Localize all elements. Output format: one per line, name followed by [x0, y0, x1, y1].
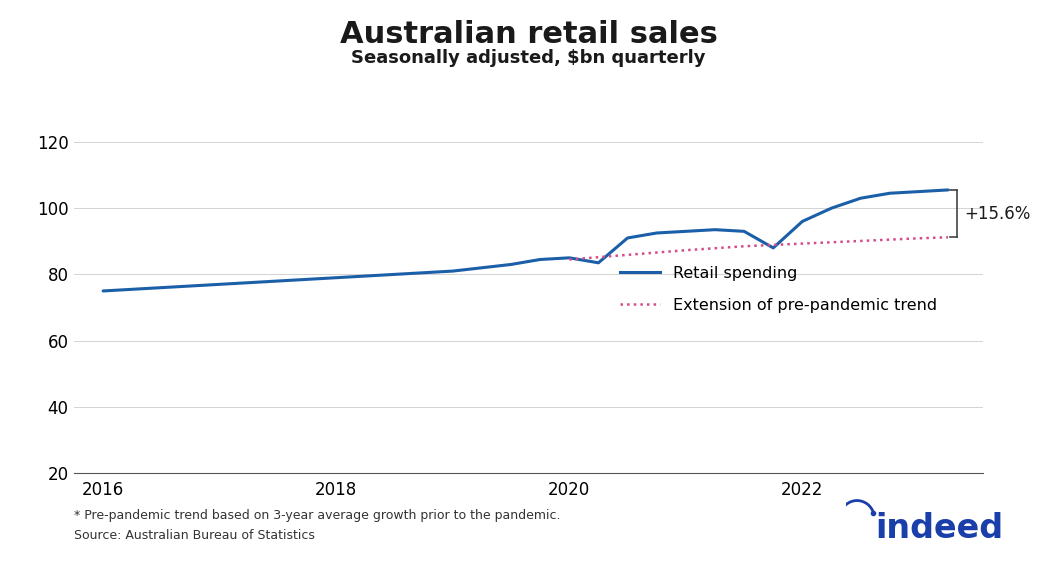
Retail spending	[242, 279, 255, 286]
Retail spending	[418, 269, 430, 276]
Retail spending	[796, 218, 809, 225]
Retail spending	[534, 256, 546, 263]
Retail spending	[184, 283, 197, 290]
Legend: Retail spending, Extension of pre-pandemic trend: Retail spending, Extension of pre-pandem…	[614, 259, 943, 319]
Extension of pre-pandemic trend	[708, 245, 721, 252]
Extension of pre-pandemic trend	[854, 238, 867, 245]
Retail spending	[301, 276, 314, 283]
Retail spending	[767, 245, 780, 252]
Line: Retail spending: Retail spending	[104, 190, 948, 291]
Extension of pre-pandemic trend	[796, 240, 809, 247]
Retail spending	[330, 274, 342, 281]
Extension of pre-pandemic trend	[650, 249, 663, 256]
Extension of pre-pandemic trend	[622, 252, 634, 258]
Extension of pre-pandemic trend	[563, 256, 576, 263]
Extension of pre-pandemic trend	[738, 243, 750, 250]
Text: Seasonally adjusted, $bn quarterly: Seasonally adjusted, $bn quarterly	[351, 49, 706, 67]
Retail spending	[854, 195, 867, 202]
Text: +15.6%: +15.6%	[964, 205, 1031, 223]
Retail spending	[97, 287, 110, 294]
Line: Extension of pre-pandemic trend: Extension of pre-pandemic trend	[570, 237, 948, 260]
Retail spending	[504, 261, 517, 268]
Text: indeed: indeed	[875, 512, 1003, 545]
Retail spending	[826, 205, 838, 212]
Extension of pre-pandemic trend	[884, 236, 896, 243]
Retail spending	[126, 286, 138, 293]
Text: * Pre-pandemic trend based on 3-year average growth prior to the pandemic.: * Pre-pandemic trend based on 3-year ave…	[74, 509, 560, 522]
Retail spending	[622, 234, 634, 241]
Text: Australian retail sales: Australian retail sales	[339, 20, 718, 49]
Extension of pre-pandemic trend	[942, 234, 954, 241]
Retail spending	[446, 268, 459, 275]
Retail spending	[214, 281, 226, 288]
Retail spending	[708, 226, 721, 233]
Retail spending	[942, 186, 954, 193]
Retail spending	[563, 254, 576, 261]
Extension of pre-pandemic trend	[767, 241, 780, 248]
Retail spending	[272, 278, 284, 284]
Text: Source: Australian Bureau of Statistics: Source: Australian Bureau of Statistics	[74, 529, 315, 542]
Retail spending	[884, 190, 896, 197]
Retail spending	[388, 271, 401, 278]
Retail spending	[155, 284, 168, 291]
Retail spending	[912, 188, 925, 195]
Extension of pre-pandemic trend	[826, 239, 838, 246]
Retail spending	[476, 264, 488, 271]
Extension of pre-pandemic trend	[592, 254, 605, 261]
Retail spending	[738, 228, 750, 235]
Extension of pre-pandemic trend	[912, 235, 925, 242]
Retail spending	[650, 230, 663, 237]
Retail spending	[680, 228, 692, 235]
Extension of pre-pandemic trend	[680, 247, 692, 254]
Retail spending	[359, 272, 372, 279]
Retail spending	[592, 259, 605, 266]
